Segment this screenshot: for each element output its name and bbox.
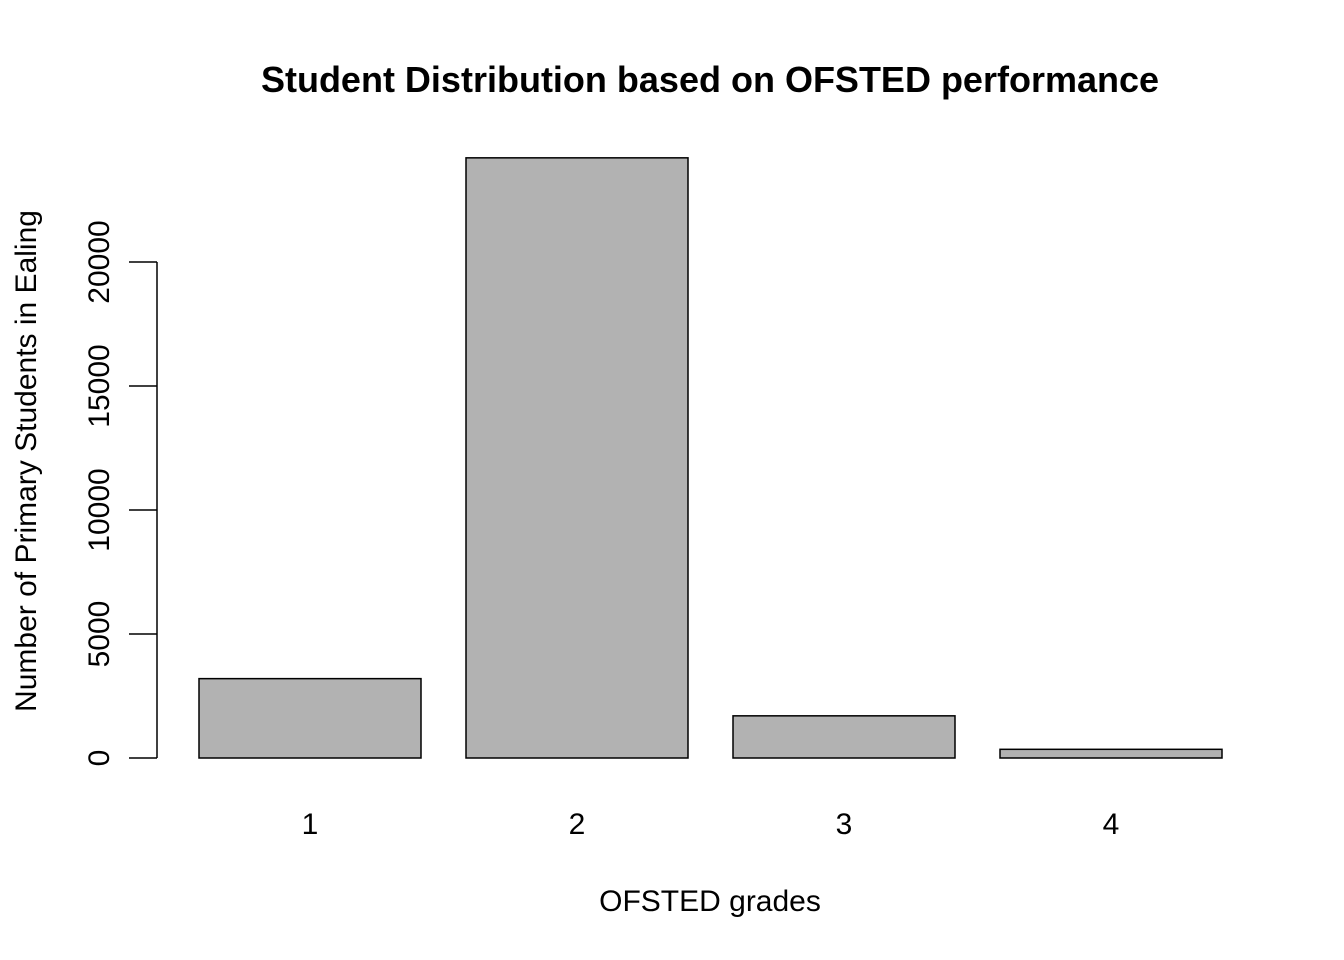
y-axis: 0 5000 10000 15000 20000 xyxy=(83,220,158,767)
y-tick-label-5000: 5000 xyxy=(83,601,116,668)
bar-grade-2 xyxy=(465,157,689,759)
x-axis-tick-labels: 1 2 3 4 xyxy=(302,808,1120,841)
x-tick-label-3: 3 xyxy=(836,808,853,841)
x-tick-label-4: 4 xyxy=(1103,808,1120,841)
x-tick-label-2: 2 xyxy=(569,808,586,841)
bar-grade-4 xyxy=(999,748,1223,759)
x-axis-label: OFSTED grades xyxy=(599,885,821,918)
y-tick-label-15000: 15000 xyxy=(83,344,116,427)
y-tick-label-20000: 20000 xyxy=(83,220,116,303)
bar-grade-3 xyxy=(732,715,956,759)
x-tick-label-1: 1 xyxy=(302,808,319,841)
bars-group xyxy=(198,157,1223,759)
y-tick-label-10000: 10000 xyxy=(83,468,116,551)
chart-title: Student Distribution based on OFSTED per… xyxy=(261,59,1159,100)
y-tick-label-0: 0 xyxy=(83,750,116,767)
y-axis-label: Number of Primary Students in Ealing xyxy=(10,210,43,712)
bar-grade-1 xyxy=(198,677,422,759)
